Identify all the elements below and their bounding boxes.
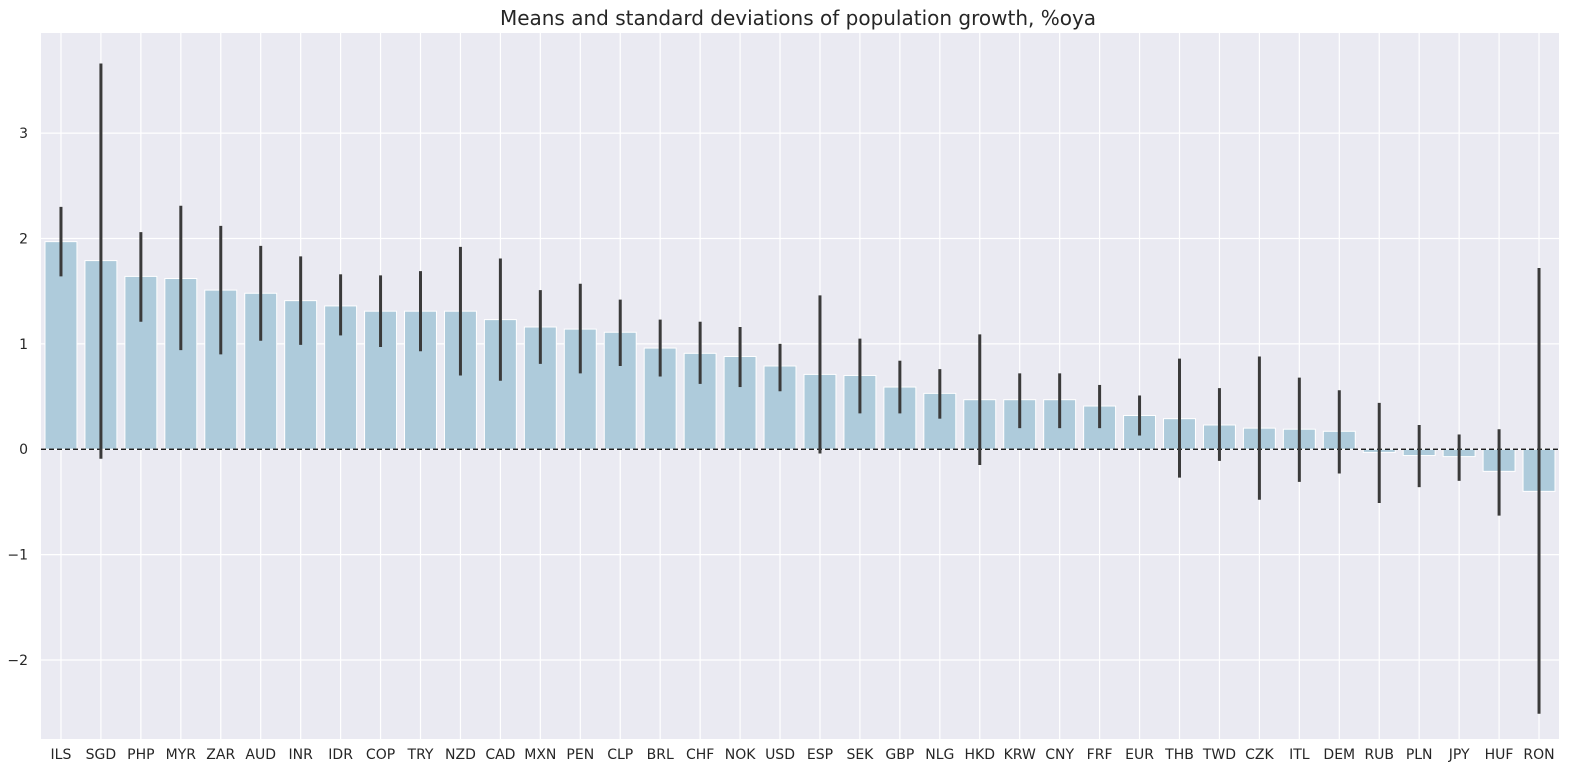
x-tick-label: DEM — [1323, 747, 1355, 763]
y-tick-label: −2 — [7, 653, 28, 669]
x-tick-label: FRF — [1087, 747, 1113, 763]
x-tick-label: HKD — [965, 747, 996, 763]
x-tick-label: PEN — [566, 747, 594, 763]
x-tick-label: ILS — [51, 747, 72, 763]
y-axis-ticks: −2 −1 0 1 2 3 — [7, 126, 28, 669]
x-tick-label: USD — [765, 747, 795, 763]
x-tick-label: KRW — [1004, 747, 1036, 763]
chart-title: Means and standard deviations of populat… — [500, 6, 1096, 30]
x-tick-label: CLP — [607, 747, 633, 763]
x-tick-label: EUR — [1125, 747, 1154, 763]
y-tick-label: 1 — [19, 337, 28, 353]
x-tick-label: GBP — [885, 747, 914, 763]
x-tick-label: ITL — [1289, 747, 1310, 763]
y-tick-label: −1 — [7, 548, 28, 564]
x-tick-label: CZK — [1245, 747, 1274, 763]
y-tick-label: 3 — [19, 126, 28, 142]
x-tick-label: CNY — [1045, 747, 1074, 763]
x-tick-label: RON — [1523, 747, 1554, 763]
x-tick-label: AUD — [245, 747, 276, 763]
x-tick-label: TRY — [407, 747, 434, 763]
x-tick-label: PHP — [127, 747, 154, 763]
x-tick-label: INR — [288, 747, 313, 763]
x-tick-label: CHF — [686, 747, 714, 763]
x-tick-label: ZAR — [206, 747, 235, 763]
x-axis-ticks: ILS SGD PHP MYR ZAR AUD INR IDR COP TRY NZD CAD MXN P… — [51, 747, 1555, 763]
x-tick-label: CAD — [485, 747, 515, 763]
x-tick-label: NOK — [725, 747, 756, 763]
x-tick-label: TWD — [1202, 747, 1236, 763]
x-tick-label: HUF — [1485, 747, 1514, 763]
x-tick-label: SEK — [846, 747, 874, 763]
x-tick-label: NZD — [445, 747, 476, 763]
x-tick-label: THB — [1164, 747, 1194, 763]
x-tick-label: ESP — [807, 747, 833, 763]
x-tick-label: MYR — [166, 747, 197, 763]
x-tick-label: PLN — [1406, 747, 1433, 763]
x-tick-label: MXN — [524, 747, 556, 763]
y-tick-label: 0 — [19, 442, 28, 458]
x-tick-label: COP — [366, 747, 395, 763]
x-tick-label: RUB — [1364, 747, 1394, 763]
x-tick-label: IDR — [328, 747, 353, 763]
error-bar-layer — [59, 63, 1541, 714]
x-tick-label: NLG — [925, 747, 954, 763]
x-tick-label: SGD — [86, 747, 117, 763]
x-tick-label: JPY — [1448, 747, 1470, 763]
x-tick-label: BRL — [647, 747, 674, 763]
y-tick-label: 2 — [19, 231, 28, 247]
